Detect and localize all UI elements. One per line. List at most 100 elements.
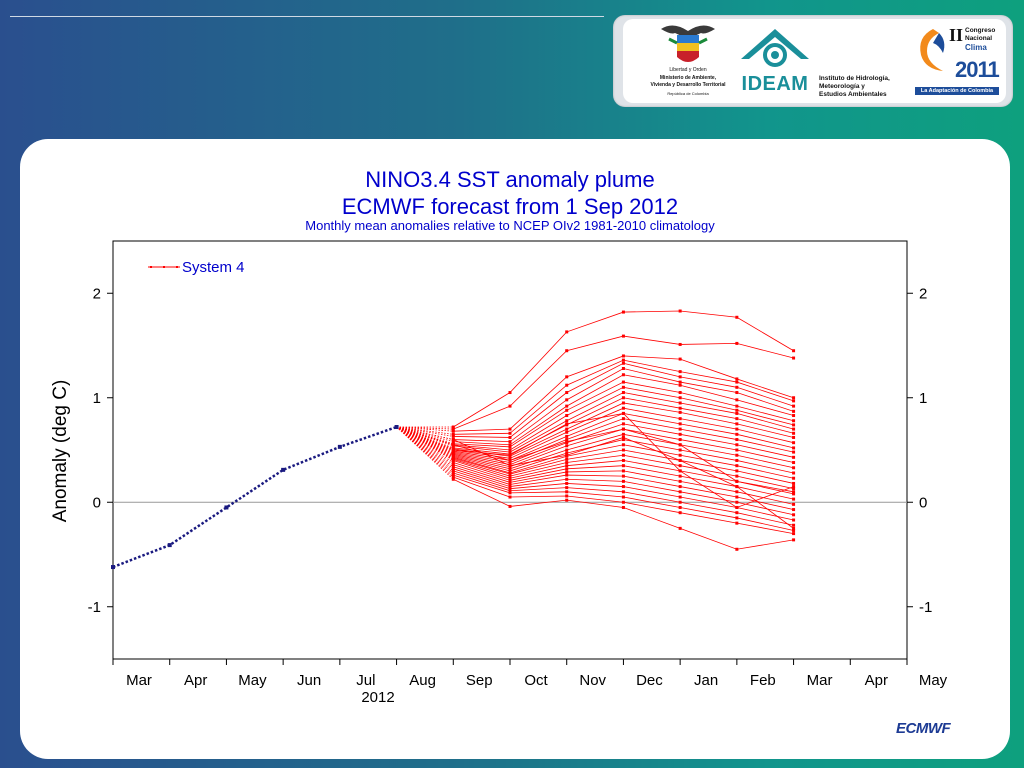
- forecast-point: [451, 469, 455, 473]
- forecast-point: [508, 491, 512, 495]
- forecast-point: [735, 408, 739, 412]
- forecast-point: [621, 474, 625, 478]
- forecast-point: [508, 482, 512, 486]
- forecast-member-series: [396, 426, 796, 491]
- forecast-point: [508, 495, 512, 499]
- forecast-point: [792, 441, 796, 445]
- forecast-point: [735, 448, 739, 452]
- observed-point: [111, 565, 115, 570]
- forecast-point: [678, 401, 682, 405]
- forecast-point: [508, 487, 512, 491]
- forecast-point: [621, 310, 625, 314]
- forecast-point: [508, 480, 512, 484]
- forecast-member-series: [396, 426, 796, 551]
- chart-subsubtitle: Monthly mean anomalies relative to NCEP …: [305, 218, 715, 233]
- forecast-point: [508, 404, 512, 408]
- forecast-point: [735, 511, 739, 515]
- forecast-spinup-line: [396, 426, 454, 480]
- ministry-line-3: Vivienda y Desarrollo Territorial: [650, 82, 726, 88]
- forecast-point: [508, 450, 512, 454]
- ideam-line-1: Instituto de Hidrología,: [819, 75, 890, 82]
- forecast-member-series: [396, 426, 796, 494]
- forecast-point: [565, 467, 569, 471]
- forecast-point: [621, 469, 625, 473]
- chart-subtitle: ECMWF forecast from 1 Sep 2012: [342, 194, 678, 219]
- forecast-member-series: [396, 426, 796, 532]
- y-tick-label-right: 0: [919, 494, 927, 511]
- forecast-point: [678, 432, 682, 436]
- x-tick-label: Mar: [807, 672, 833, 689]
- forecast-point: [792, 476, 796, 480]
- observed-point: [337, 444, 342, 449]
- forecast-point: [678, 453, 682, 457]
- forecast-point: [621, 406, 625, 410]
- forecast-point: [735, 404, 739, 408]
- forecast-member-series: [396, 380, 796, 449]
- forecast-point: [565, 486, 569, 490]
- forecast-member-series: [396, 396, 796, 456]
- forecast-point: [792, 490, 796, 494]
- forecast-point: [508, 391, 512, 395]
- ecmwf-logo: ECMWF: [896, 720, 951, 737]
- ideam-logo: IDEAM Instituto de Hidrología, Meteorolo…: [735, 25, 905, 101]
- forecast-spinup-line: [396, 426, 454, 465]
- forecast-spinup-line: [396, 426, 454, 446]
- forecast-point: [508, 504, 512, 508]
- forecast-point: [735, 380, 739, 384]
- forecast-point: [792, 419, 796, 423]
- forecast-point: [508, 448, 512, 452]
- observed-line: [112, 425, 397, 569]
- forecast-point: [678, 505, 682, 509]
- forecast-point: [565, 330, 569, 334]
- forecast-point: [565, 419, 569, 423]
- forecast-point: [621, 495, 625, 499]
- logo-banner: Libertad y Orden Ministerio de Ambiente,…: [613, 15, 1013, 107]
- forecast-point: [565, 457, 569, 461]
- forecast-point: [678, 427, 682, 431]
- forecast-point: [621, 464, 625, 468]
- forecast-point: [508, 489, 512, 493]
- y-tick-label-right: 2: [919, 285, 927, 302]
- forecast-point: [451, 477, 455, 481]
- forecast-point: [621, 427, 625, 431]
- forecast-point: [792, 471, 796, 475]
- forecast-point: [565, 464, 569, 468]
- x-tick-label: May: [919, 672, 948, 689]
- forecast-member-series: [396, 354, 796, 433]
- forecast-point: [451, 465, 455, 469]
- forecast-point: [508, 458, 512, 462]
- forecast-point: [621, 334, 625, 338]
- forecast-point: [565, 404, 569, 408]
- forecast-point: [792, 526, 796, 530]
- forecast-point: [451, 461, 455, 465]
- x-tick-layer: Mar Apr May Jun Jul Aug Sep Oct Nov Dec Jan Feb Mar A…: [112, 659, 948, 689]
- forecast-point: [735, 464, 739, 468]
- legend-marker: [163, 266, 165, 268]
- congreso-swirl-icon: [920, 29, 945, 71]
- forecast-point: [565, 473, 569, 477]
- forecast-point: [565, 438, 569, 442]
- ideam-line-2: Meteorología y: [819, 83, 865, 90]
- colombia-coat-of-arms-logo: Libertad y Orden Ministerio de Ambiente,…: [643, 21, 733, 101]
- x-tick-label: Feb: [750, 672, 776, 689]
- forecast-point: [792, 518, 796, 522]
- forecast-point: [792, 461, 796, 465]
- forecast-point: [565, 430, 569, 434]
- logo-banner-inner: Libertad y Orden Ministerio de Ambiente,…: [623, 19, 1006, 103]
- forecast-point: [735, 417, 739, 421]
- forecast-point: [735, 516, 739, 520]
- forecast-spinup-line: [396, 426, 454, 446]
- forecast-point: [621, 391, 625, 395]
- observed-point: [167, 543, 172, 548]
- forecast-point: [565, 448, 569, 452]
- forecast-point: [678, 406, 682, 410]
- forecast-spinup-line: [396, 426, 454, 460]
- top-divider-line: [10, 16, 604, 17]
- forecast-point: [621, 396, 625, 400]
- forecast-point: [678, 370, 682, 374]
- ministry-line-4: República de Colombia: [667, 91, 709, 96]
- forecast-point: [792, 349, 796, 353]
- forecast-point: [508, 431, 512, 435]
- ideam-swirl-icon: [741, 29, 809, 67]
- y-tick-label-left: 1: [93, 390, 101, 407]
